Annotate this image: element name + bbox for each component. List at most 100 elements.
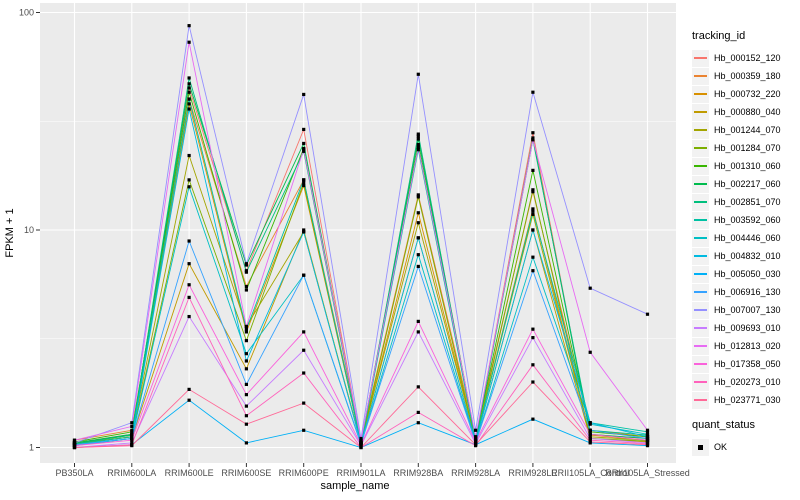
data-point xyxy=(302,92,306,97)
data-point xyxy=(474,443,478,447)
data-point xyxy=(302,181,306,185)
data-point xyxy=(187,107,191,111)
data-point xyxy=(531,255,535,259)
data-point xyxy=(302,348,306,352)
legend-item: Hb_000880_040 xyxy=(692,103,798,121)
legend-line-swatch xyxy=(694,399,707,401)
legend-line-swatch xyxy=(694,183,707,185)
data-point xyxy=(187,82,191,86)
data-point xyxy=(416,193,420,197)
legend-item: Hb_001310_060 xyxy=(692,157,798,175)
data-point xyxy=(244,339,248,343)
data-point xyxy=(531,417,535,421)
legend-item: Hb_001284_070 xyxy=(692,139,798,157)
data-point xyxy=(187,90,191,94)
legend-key xyxy=(692,85,709,103)
data-point xyxy=(187,185,191,189)
legend-key xyxy=(692,391,709,409)
data-point xyxy=(588,428,592,432)
data-point xyxy=(302,228,306,232)
legend-line-swatch xyxy=(694,237,707,239)
data-point xyxy=(531,188,535,192)
legend-line-swatch xyxy=(694,57,707,59)
data-point xyxy=(416,330,420,334)
legend-item: Hb_000359_180 xyxy=(692,67,798,85)
data-point xyxy=(474,435,478,439)
legend-item-label: OK xyxy=(714,442,728,452)
legend-item: Hb_005050_030 xyxy=(692,265,798,283)
data-point xyxy=(416,410,420,415)
data-point xyxy=(302,149,306,153)
legend-item-label: Hb_023771_030 xyxy=(714,395,781,405)
data-point xyxy=(588,435,592,439)
data-point xyxy=(130,435,134,439)
legend-key xyxy=(692,67,709,85)
legend-item-label: Hb_006916_130 xyxy=(714,287,781,297)
legend-item-label: Hb_000359_180 xyxy=(714,71,781,81)
data-point xyxy=(187,387,191,391)
legend-item: Hb_012813_020 xyxy=(692,337,798,355)
legend-color-items: Hb_000152_120 Hb_000359_180 Hb_000732_220 H… xyxy=(692,49,798,409)
x-tick-label: RRIM600LE xyxy=(165,468,214,478)
data-point xyxy=(72,444,77,448)
legend-line-swatch xyxy=(694,381,707,383)
data-point xyxy=(588,438,592,442)
legend-key xyxy=(692,229,709,247)
x-tick-label: RRIM928LE xyxy=(508,468,557,478)
legend-item-label: Hb_000732_220 xyxy=(714,89,781,99)
legend-item: Hb_023771_030 xyxy=(692,391,798,409)
legend-key xyxy=(692,157,709,175)
legend-item-ok: OK xyxy=(692,438,798,456)
data-point xyxy=(302,141,306,146)
legend-item: Hb_004446_060 xyxy=(692,229,798,247)
legend-item: Hb_003592_060 xyxy=(692,211,798,229)
legend: tracking_id Hb_000152_120 Hb_000359_180 Hb… xyxy=(692,30,798,456)
data-point xyxy=(130,421,134,425)
data-point xyxy=(187,97,191,101)
data-point xyxy=(302,428,306,432)
legend-item-label: Hb_003592_060 xyxy=(714,215,781,225)
legend-line-swatch xyxy=(694,345,707,347)
data-point xyxy=(531,190,535,194)
data-point xyxy=(588,421,592,425)
legend-line-swatch xyxy=(694,147,707,149)
legend-line-swatch xyxy=(694,327,707,329)
legend-item-label: Hb_004446_060 xyxy=(714,233,781,243)
data-point xyxy=(416,195,420,199)
data-point xyxy=(474,440,478,444)
legend-item-label: Hb_000152_120 xyxy=(714,53,781,63)
x-tick-label: RRIM600SE xyxy=(221,468,271,478)
legend-item-label: Hb_001310_060 xyxy=(714,161,781,171)
data-point xyxy=(359,436,363,441)
legend-key xyxy=(692,139,709,157)
x-tick-label: RRIM928BA xyxy=(393,468,443,478)
legend-key xyxy=(692,373,709,391)
data-point xyxy=(302,178,306,182)
data-point xyxy=(187,40,191,44)
x-tick-label: RRIM600PE xyxy=(279,468,329,478)
legend-key xyxy=(692,49,709,67)
x-tick-label: RRII105LA_Stressed xyxy=(605,468,690,478)
data-point xyxy=(187,24,191,28)
legend-line-swatch xyxy=(694,129,707,131)
data-point xyxy=(588,432,592,436)
legend-line-swatch xyxy=(694,291,707,293)
data-point xyxy=(645,428,650,432)
data-point xyxy=(359,445,363,450)
legend-key xyxy=(692,247,709,265)
legend-line-swatch xyxy=(694,201,707,203)
legend-item-label: Hb_009693_010 xyxy=(714,323,781,333)
legend-line-swatch xyxy=(694,165,707,167)
data-point xyxy=(531,168,535,172)
data-point xyxy=(645,443,650,447)
legend-item-label: Hb_004832_010 xyxy=(714,251,781,261)
data-point xyxy=(244,393,248,397)
data-point xyxy=(416,236,420,240)
data-point xyxy=(187,283,191,287)
legend-key xyxy=(692,211,709,229)
data-point xyxy=(130,444,134,448)
data-point xyxy=(416,72,420,76)
panel-background xyxy=(40,3,676,463)
legend-key xyxy=(692,121,709,139)
data-point xyxy=(531,209,535,213)
